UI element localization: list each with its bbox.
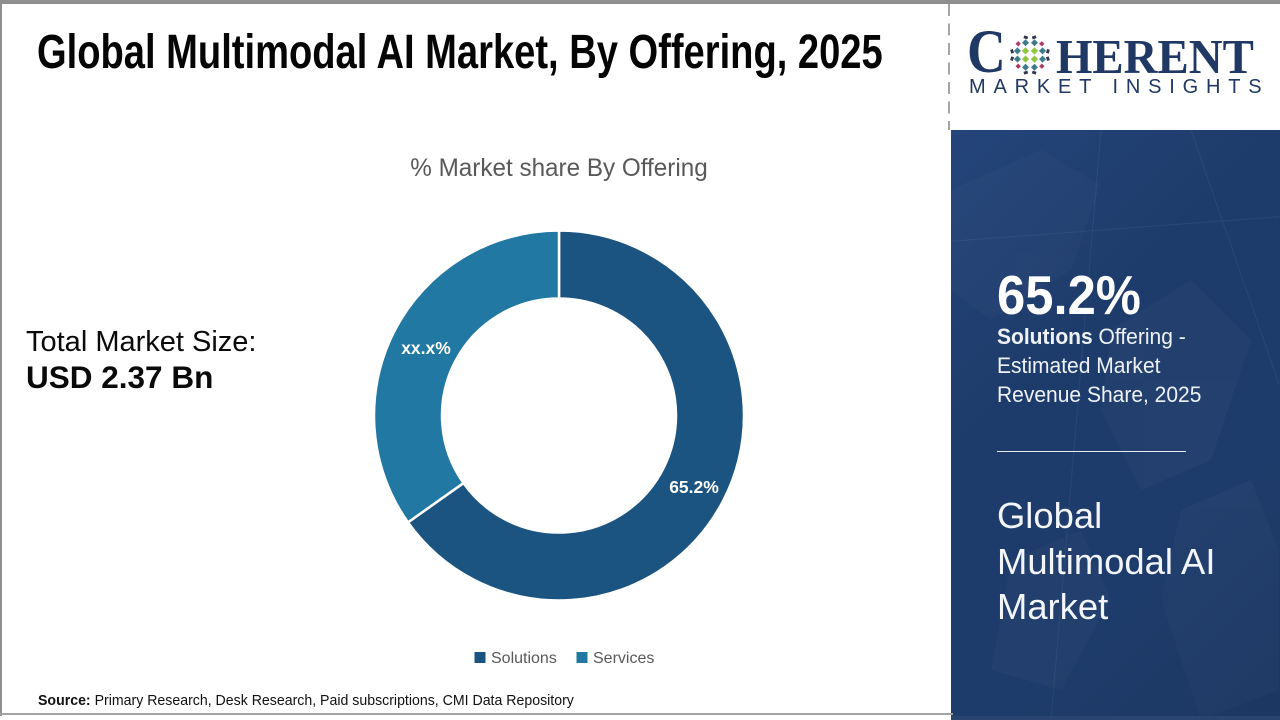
svg-text:Services: Services [593, 650, 654, 667]
svg-text:xx.x%: xx.x% [401, 338, 451, 358]
svg-text:65.2%: 65.2% [669, 477, 719, 497]
svg-text:Solutions: Solutions [491, 650, 557, 667]
